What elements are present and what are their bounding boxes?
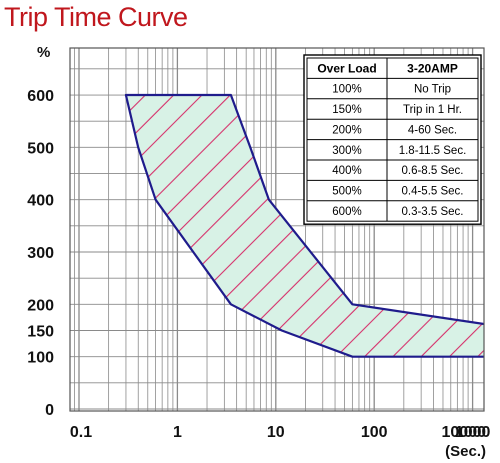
table-header-cell: Over Load: [317, 62, 376, 76]
y-tick-label: 200: [27, 297, 54, 314]
table-cell: 400%: [332, 165, 361, 177]
table-cell: 200%: [332, 124, 361, 136]
table-cell: 500%: [332, 186, 361, 198]
table-cell: No Trip: [414, 84, 451, 96]
table-cell: 150%: [332, 104, 361, 116]
x-axis-label: (Sec.): [445, 443, 486, 460]
plot-frame: [69, 47, 485, 412]
y-tick-label: 100: [27, 350, 54, 367]
x-tick-label: 10000: [442, 424, 487, 441]
band-outline: [124, 93, 484, 358]
overload-table: Over Load 3-20AMP 100% No Trip 150% Trip in 1…: [303, 54, 482, 225]
y-tick-label: 300: [27, 245, 54, 262]
y-tick-label: 150: [27, 324, 54, 341]
x-tick-label: 0.1: [70, 424, 92, 441]
x-tick-label: 10: [267, 424, 285, 441]
y-tick-label: 400: [27, 193, 54, 210]
y-tick-label: 600: [27, 88, 54, 105]
table-cell: 0.4-5.5 Sec.: [401, 186, 463, 198]
table-cell: 4-60 Sec.: [408, 124, 457, 136]
y-tick-label: 0: [45, 402, 54, 419]
table-cell: 600%: [332, 206, 361, 218]
y-tick-label: 500: [27, 140, 54, 157]
table-cell: 1.8-11.5 Sec.: [399, 145, 467, 157]
band-hatch: [125, 95, 484, 357]
table-cell: 100%: [332, 84, 361, 96]
x-tick-label: 1000: [455, 424, 491, 441]
table-cell: Trip in 1 Hr.: [403, 104, 462, 116]
table-cell: 0.6-8.5 Sec.: [401, 165, 463, 177]
table-header-cell: 3-20AMP: [407, 62, 458, 76]
page-title: Trip Time Curve: [4, 2, 188, 32]
x-tick-label: 1: [173, 424, 182, 441]
x-tick-label: 100: [361, 424, 388, 441]
axes: 0 100 150 200 300 400 500 600 0.1 1 10 100 100010000…: [27, 44, 490, 460]
trip-band: [124, 93, 484, 358]
y-axis-label: %: [37, 44, 50, 61]
table-cell: 300%: [332, 145, 361, 157]
table-cell: 0.3-3.5 Sec.: [401, 206, 463, 218]
